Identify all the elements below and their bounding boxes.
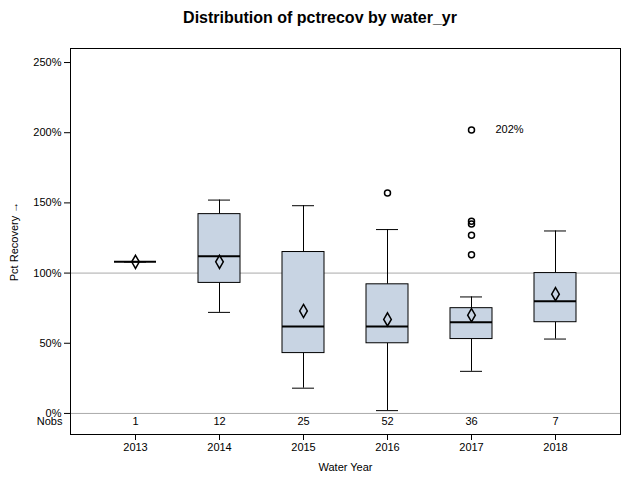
- svg-text:36: 36: [465, 415, 477, 427]
- svg-text:2018: 2018: [543, 441, 567, 453]
- html-text:Distribution of pctrecov by wa: Distribution of pctrecov by water_yr: [183, 9, 457, 26]
- svg-text:200%: 200%: [33, 126, 61, 138]
- svg-text:202%: 202%: [496, 123, 524, 135]
- svg-text:2015: 2015: [291, 441, 315, 453]
- svg-text:52: 52: [381, 415, 393, 427]
- svg-text:150%: 150%: [33, 196, 61, 208]
- svg-text:Pct Recovery →: Pct Recovery →: [8, 202, 20, 281]
- svg-text:12: 12: [213, 415, 225, 427]
- svg-text:100%: 100%: [33, 267, 61, 279]
- svg-text:0%: 0%: [45, 407, 62, 419]
- svg-text:2017: 2017: [459, 441, 483, 453]
- svg-text:50%: 50%: [39, 337, 61, 349]
- svg-text:7: 7: [552, 415, 558, 427]
- svg-text:Nobs: Nobs: [37, 415, 63, 427]
- svg-text:25: 25: [297, 415, 309, 427]
- svg-text:2013: 2013: [123, 441, 147, 453]
- svg-text:250%: 250%: [33, 56, 61, 68]
- svg-text:1: 1: [132, 415, 138, 427]
- svg-text:2016: 2016: [375, 441, 399, 453]
- svg-text:Water Year: Water Year: [318, 461, 372, 473]
- svg-text:2014: 2014: [207, 441, 231, 453]
